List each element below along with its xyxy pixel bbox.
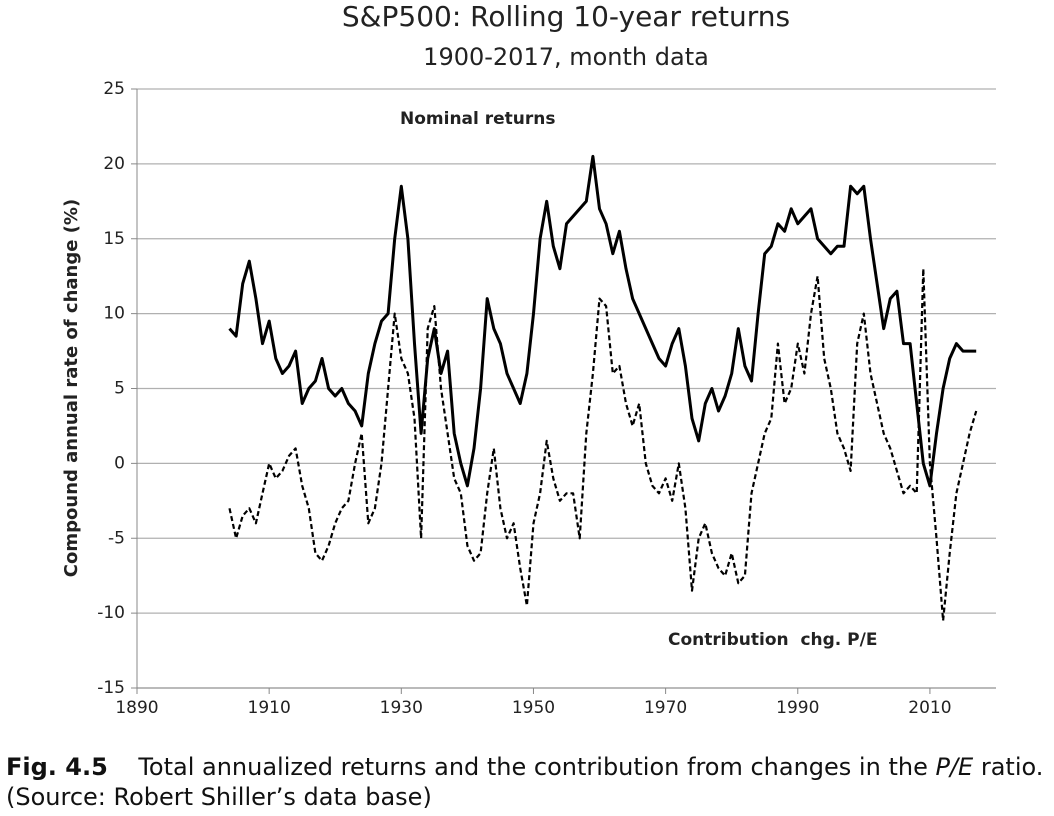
y-tick-label: 10 bbox=[103, 304, 125, 324]
x-tick-label: 1950 bbox=[512, 698, 555, 718]
y-tick-label: -5 bbox=[108, 528, 125, 548]
chart-subtitle: 1900-2017, month data bbox=[423, 43, 709, 71]
y-tick-label: 0 bbox=[114, 453, 125, 473]
series-line bbox=[228, 267, 978, 622]
caption-italic: P/E bbox=[935, 753, 974, 781]
x-tick-label: 1990 bbox=[776, 698, 819, 718]
series-line bbox=[228, 154, 977, 488]
y-tick-label: -10 bbox=[97, 603, 125, 623]
x-tick-label: 1910 bbox=[248, 698, 291, 718]
y-tick-label: 5 bbox=[114, 379, 125, 399]
x-tick-label: 2010 bbox=[908, 698, 951, 718]
annotation: Contribution chg. P/E bbox=[668, 630, 877, 650]
caption-text: Total annualized returns and the contrib… bbox=[138, 753, 936, 781]
chart-title: S&P500: Rolling 10-year returns bbox=[342, 0, 790, 33]
y-tick-label: 15 bbox=[103, 229, 125, 249]
caption: Fig. 4.5 Total annualized returns and th… bbox=[6, 752, 1043, 812]
y-tick-label: -15 bbox=[97, 678, 125, 698]
x-tick-label: 1970 bbox=[644, 698, 687, 718]
y-tick-label: 20 bbox=[103, 154, 125, 174]
x-tick-label: 1930 bbox=[380, 698, 423, 718]
y-tick-label: 25 bbox=[103, 79, 125, 99]
chart: S&P500: Rolling 10-year returns 1900-201… bbox=[61, 0, 996, 718]
x-tick-label: 1890 bbox=[115, 698, 158, 718]
annotation: Nominal returns bbox=[400, 109, 556, 129]
caption-text: ratio. bbox=[973, 753, 1044, 781]
caption-label: Fig. 4.5 bbox=[6, 753, 108, 781]
y-axis-label: Compound annual rate of change (%) bbox=[61, 199, 82, 577]
caption-source: (Source: Robert Shiller’s data base) bbox=[6, 783, 432, 811]
